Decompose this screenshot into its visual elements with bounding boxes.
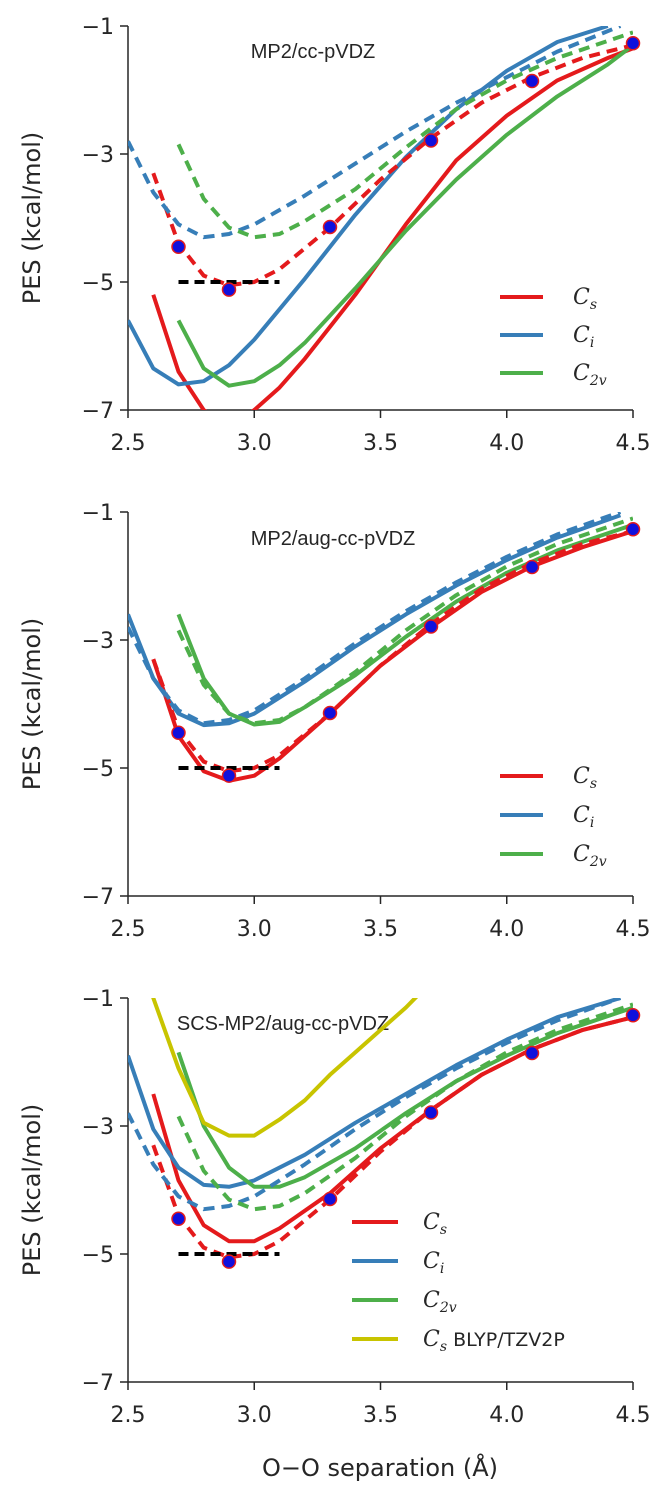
y-axis-label: PES (kcal/mol) (18, 132, 46, 305)
legend-label: C2v (423, 1288, 457, 1316)
data-point (171, 239, 186, 255)
data-point (171, 725, 186, 741)
plot-area (128, 512, 633, 783)
data-point (423, 619, 439, 634)
series-line-5 (128, 998, 622, 1212)
legend-label: Cs (573, 285, 597, 313)
legend: Cs Ci C2v (500, 285, 607, 389)
x-tick-label: 4.0 (489, 431, 524, 456)
panel-title: SCS-MP2/aug-cc-pVDZ (177, 1013, 389, 1035)
data-point (625, 36, 641, 51)
legend-label: Cs (423, 1210, 447, 1238)
x-tick-label: 3.5 (363, 431, 398, 456)
data-point (221, 1254, 237, 1269)
y-axis-label: PES (kcal/mol) (18, 1104, 46, 1277)
y-tick-label: −5 (82, 1243, 114, 1268)
y-tick-label: −7 (82, 1371, 114, 1396)
data-point (423, 1105, 439, 1120)
y-tick-label: −3 (82, 629, 114, 654)
y-tick-label: −7 (82, 885, 114, 910)
series-line-3 (151, 43, 633, 288)
x-tick-label: 2.5 (111, 1403, 146, 1428)
series-line-3 (151, 529, 633, 774)
panel-title: MP2/aug-cc-pVDZ (251, 528, 416, 550)
panel-title: MP2/cc-pVDZ (251, 41, 375, 63)
x-tick-label: 4.5 (616, 1403, 651, 1428)
legend-label: Cs (573, 764, 597, 792)
legend: Cs Ci C2v Cs BLYP/TZV2P (352, 1210, 565, 1355)
y-tick-label: −3 (82, 1115, 114, 1140)
y-tick-label: −1 (82, 987, 114, 1012)
data-point (322, 219, 338, 235)
y-tick-label: −1 (82, 501, 114, 526)
y-tick-label: −5 (82, 757, 114, 782)
series-line-6 (176, 1002, 633, 1212)
panel-1: −1 −3 −5 −7 2.5 3.0 3.5 4.0 4.5 PES (kcal/mol) MP2… (18, 15, 651, 456)
legend-label: Ci (573, 323, 594, 351)
series-line-4 (128, 512, 622, 726)
series-line-1 (128, 513, 622, 728)
x-tick-label: 4.0 (489, 917, 524, 942)
data-point (524, 1045, 540, 1061)
data-point (171, 1211, 186, 1227)
series-line-1 (128, 26, 609, 387)
panel-2: −1 −3 −5 −7 2.5 3.0 3.5 4.0 4.5 PES (kcal/mol) MP2… (18, 501, 651, 942)
x-tick-label: 4.5 (616, 431, 651, 456)
legend-label: C2v (573, 361, 607, 389)
data-point (221, 282, 237, 297)
series-line-0 (151, 46, 633, 410)
data-point (322, 705, 338, 721)
y-tick-label: −7 (82, 399, 114, 424)
legend-label: Ci (573, 803, 594, 831)
series-line-2 (176, 43, 633, 388)
y-tick-label: −3 (82, 143, 114, 168)
series-line-5 (176, 516, 633, 726)
x-axis-label: O−O separation (Å) (262, 1453, 498, 1482)
x-tick-label: 4.5 (616, 917, 651, 942)
data-point (322, 1191, 338, 1207)
series-line-1 (128, 998, 621, 1189)
panel-3: −1 −3 −5 −7 2.5 3.0 3.5 4.0 4.5 PES (kcal/mol) SCS… (18, 987, 651, 1428)
data-point (625, 522, 641, 537)
x-tick-label: 3.0 (237, 917, 272, 942)
x-tick-label: 2.5 (111, 431, 146, 456)
x-tick-label: 3.0 (237, 1403, 272, 1428)
data-point (423, 133, 439, 148)
y-tick-label: −5 (82, 271, 114, 296)
series-line-2 (176, 1005, 633, 1189)
legend-label: Cs BLYP/TZV2P (423, 1327, 565, 1355)
x-tick-label: 3.5 (363, 917, 398, 942)
data-point (625, 1008, 641, 1023)
plot-area (128, 998, 633, 1260)
legend-label: Ci (423, 1249, 444, 1277)
legend: Cs Ci C2v (500, 764, 607, 870)
y-axis-label: PES (kcal/mol) (18, 618, 46, 791)
x-tick-label: 3.5 (363, 1403, 398, 1428)
y-tick-label: −1 (82, 15, 114, 40)
x-tick-label: 3.0 (237, 431, 272, 456)
series-line-3 (151, 998, 419, 1138)
series-line-4 (128, 26, 622, 240)
legend-label: C2v (573, 842, 607, 870)
x-tick-label: 2.5 (111, 917, 146, 942)
data-point (524, 559, 540, 575)
plot-area (128, 26, 633, 410)
x-tick-label: 4.0 (489, 1403, 524, 1428)
data-point (524, 73, 540, 89)
data-point (221, 768, 237, 783)
series-line-5 (176, 30, 633, 240)
